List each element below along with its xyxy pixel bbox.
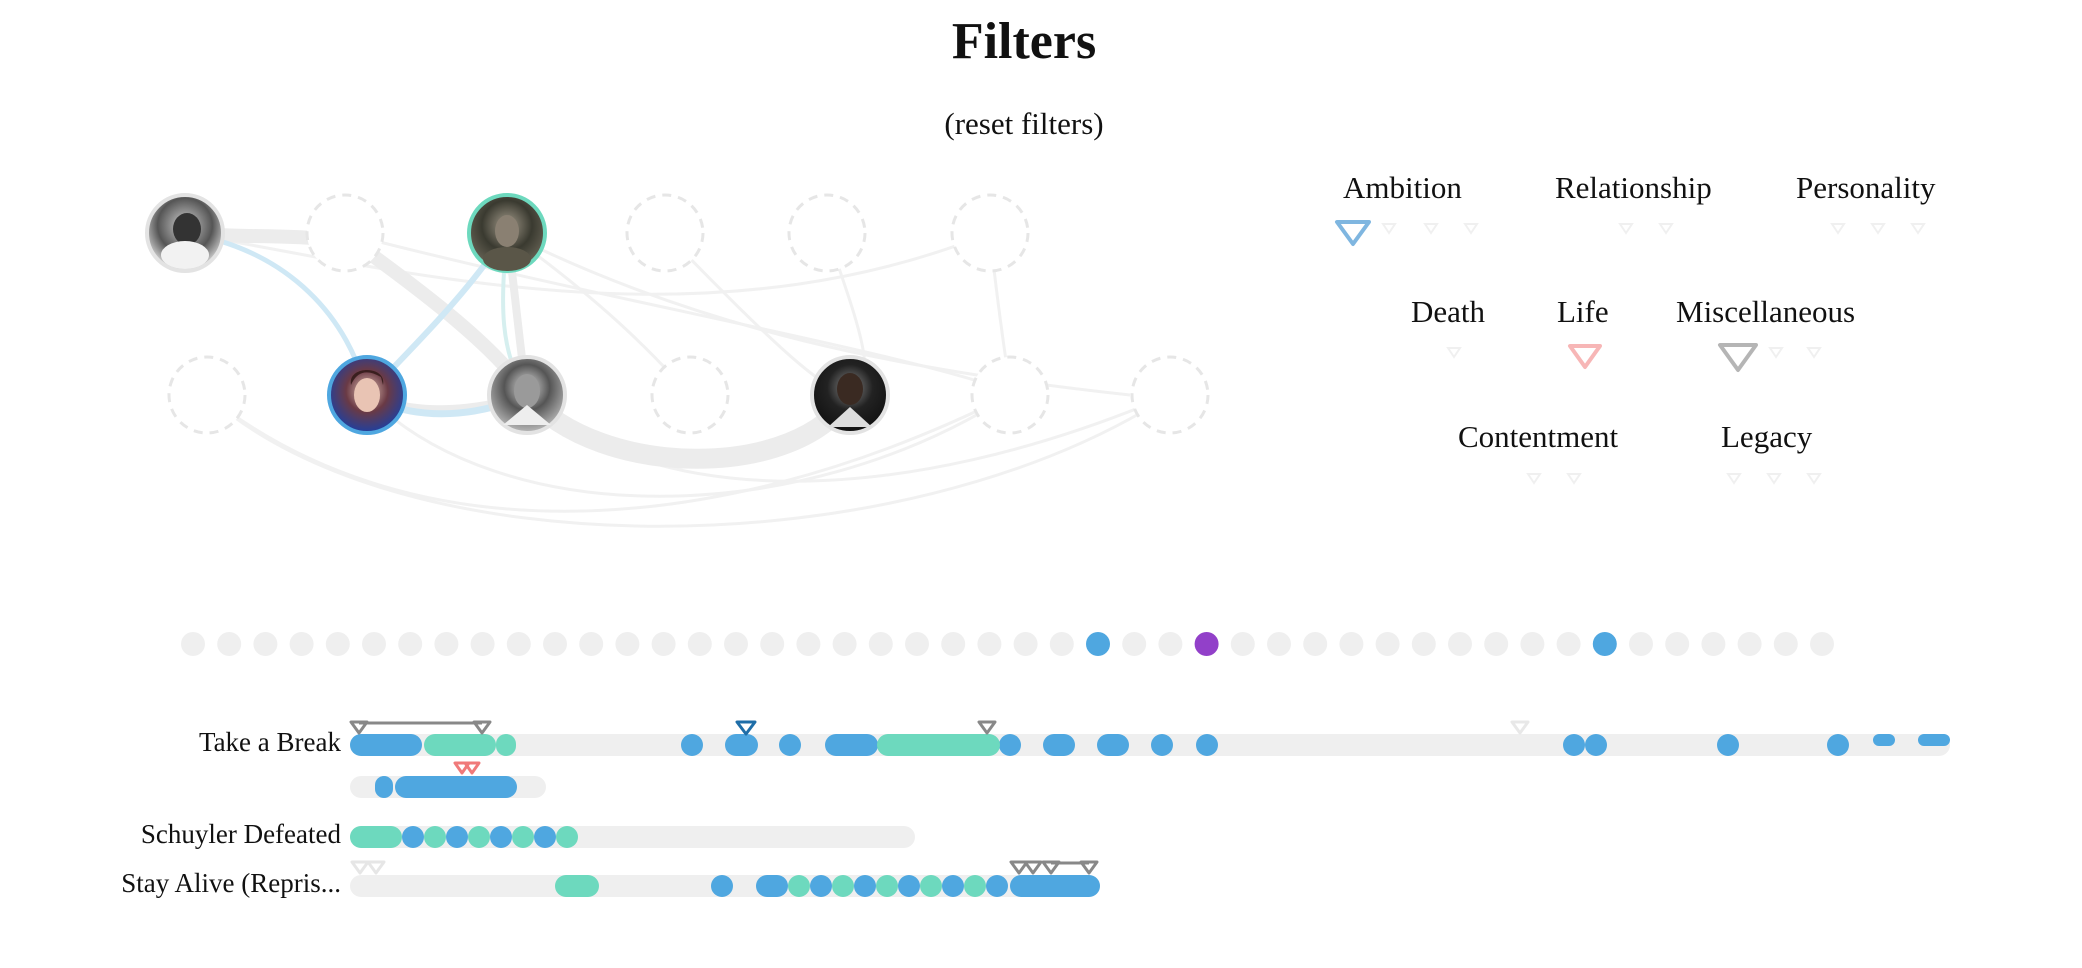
theme-filter-contentment[interactable]: Contentment — [1458, 419, 1619, 454]
song-dot-2[interactable] — [217, 632, 242, 656]
page-title: Filters — [951, 13, 1097, 70]
song-dot-22[interactable] — [941, 632, 966, 656]
song-dot-29[interactable] — [1194, 632, 1219, 656]
song-dot-36[interactable] — [1448, 632, 1472, 656]
song-dot-44[interactable] — [1737, 632, 1762, 656]
song-dot-18[interactable] — [796, 632, 821, 656]
character-slot-7[interactable] — [167, 355, 247, 435]
character-slot-4[interactable] — [625, 193, 705, 273]
character-slot-12[interactable] — [970, 355, 1050, 435]
song-dot-32[interactable] — [1303, 632, 1328, 656]
character-slot-10[interactable] — [650, 355, 730, 435]
song-dot-25[interactable] — [1049, 632, 1074, 656]
song-dot-8[interactable] — [434, 632, 459, 656]
character-slot-5[interactable] — [787, 193, 867, 273]
song-dot-5[interactable] — [325, 632, 350, 656]
song-dot-41[interactable] — [1629, 632, 1653, 656]
theme-filter-legacy[interactable]: Legacy — [1721, 419, 1813, 454]
character-avatar-9[interactable] — [487, 355, 567, 435]
song-dot-46[interactable] — [1810, 632, 1834, 656]
song-line-take-a-break-cont[interactable] — [350, 761, 546, 798]
character-avatar-1[interactable] — [145, 193, 225, 273]
song-dot-26[interactable] — [1086, 632, 1110, 656]
character-avatar-11[interactable] — [810, 355, 890, 435]
theme-filter-ambition[interactable]: Ambition — [1343, 170, 1462, 205]
character-network — [145, 193, 1210, 528]
song-dot-35[interactable] — [1411, 632, 1436, 656]
song-line-schuyler-defeated[interactable] — [350, 826, 915, 848]
song-dot-45[interactable] — [1773, 632, 1798, 656]
song-dot-9[interactable] — [470, 632, 495, 656]
song-dot-20[interactable] — [868, 632, 893, 656]
theme-filter-miscellaneous[interactable]: Miscellaneous — [1676, 294, 1856, 329]
song-dot-34[interactable] — [1375, 632, 1400, 656]
song-dot-17[interactable] — [760, 632, 785, 656]
song-dot-11[interactable] — [543, 632, 567, 656]
song-dot-24[interactable] — [1013, 632, 1038, 656]
song-dot-38[interactable] — [1520, 632, 1545, 656]
song-dot-40[interactable] — [1592, 632, 1617, 656]
song-dot-1[interactable] — [181, 632, 205, 656]
song-dot-15[interactable] — [687, 632, 712, 656]
character-slot-6[interactable] — [950, 193, 1030, 273]
song-dot-31[interactable] — [1267, 632, 1291, 656]
song-dot-23[interactable] — [977, 632, 1002, 656]
song-dot-7[interactable] — [398, 632, 423, 656]
song-dot-30[interactable] — [1230, 632, 1255, 656]
song-label-stay-alive[interactable]: Stay Alive (Repris... — [121, 868, 341, 898]
song-dot-33[interactable] — [1339, 632, 1364, 656]
song-dot-12[interactable] — [579, 632, 604, 656]
song-line-stay-alive[interactable] — [350, 860, 1100, 897]
song-dots-row — [181, 632, 1834, 656]
song-dot-13[interactable] — [615, 632, 640, 656]
theme-filter-death[interactable]: Death — [1411, 294, 1486, 329]
theme-filter-personality[interactable]: Personality — [1796, 170, 1936, 205]
song-dot-4[interactable] — [289, 632, 314, 656]
song-dot-42[interactable] — [1665, 632, 1690, 656]
song-dot-27[interactable] — [1122, 632, 1147, 656]
theme-filter-life[interactable]: Life — [1557, 294, 1609, 329]
song-dot-14[interactable] — [651, 632, 676, 656]
character-slot-13[interactable] — [1130, 355, 1210, 435]
song-timelines — [349, 720, 1950, 897]
reset-filters-link[interactable]: (reset filters) — [944, 106, 1104, 141]
ambition-triangle-icon — [1335, 220, 1371, 246]
song-dot-28[interactable] — [1158, 632, 1183, 656]
song-label-take-a-break[interactable]: Take a Break — [198, 727, 341, 757]
song-dot-39[interactable] — [1556, 632, 1581, 656]
song-dot-37[interactable] — [1484, 632, 1509, 656]
song-dot-21[interactable] — [905, 632, 929, 656]
empty-character-slots — [167, 193, 1210, 435]
song-dot-16[interactable] — [724, 632, 748, 656]
song-dot-6[interactable] — [362, 632, 386, 656]
theme-filter-relationship[interactable]: Relationship — [1555, 170, 1712, 205]
song-dot-19[interactable] — [832, 632, 857, 656]
life-triangle-icon — [1568, 344, 1602, 369]
song-dot-43[interactable] — [1701, 632, 1726, 656]
character-avatar-3[interactable] — [467, 193, 547, 273]
song-dot-10[interactable] — [506, 632, 531, 656]
character-avatar-8[interactable] — [327, 355, 407, 435]
song-label-schuyler-defeated[interactable]: Schuyler Defeated — [140, 819, 341, 849]
miscellaneous-triangle-icon — [1718, 343, 1758, 372]
song-line-take-a-break[interactable] — [349, 720, 1950, 756]
song-dot-3[interactable] — [253, 632, 278, 656]
character-slot-2[interactable] — [305, 193, 385, 273]
